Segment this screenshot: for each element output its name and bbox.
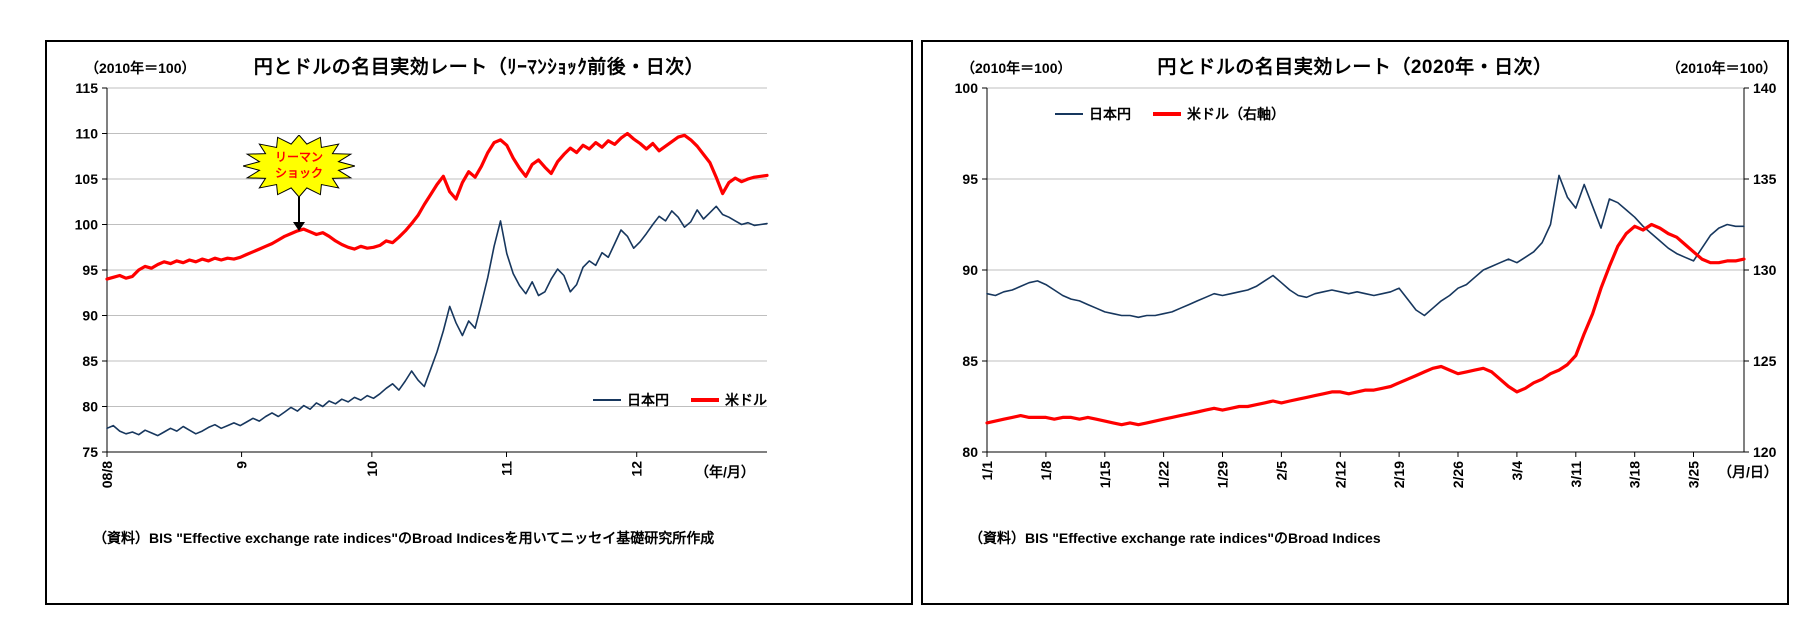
y-tick-label: 80 bbox=[82, 399, 98, 415]
x-tick-label: 08/8 bbox=[99, 461, 115, 488]
legend-item-usd-2020: 米ドル（右軸） bbox=[1153, 104, 1285, 124]
jpy-line-swatch-icon bbox=[593, 399, 621, 401]
x-tick-label: 1/1 bbox=[979, 461, 995, 481]
x-tick-label: 1/22 bbox=[1156, 461, 1172, 488]
annotation-arrow-head-icon bbox=[293, 222, 305, 231]
y2-tick-label: 120 bbox=[1753, 444, 1777, 460]
x-tick-label: 3/18 bbox=[1627, 461, 1643, 488]
lehman-chart-panel: （2010年＝100） 円とドルの名目実効レート（ﾘｰﾏﾝｼｮｯｸ前後・日次） … bbox=[45, 40, 913, 605]
legend-item-jpy-2020: 日本円 bbox=[1055, 104, 1131, 124]
y-tick-label: 115 bbox=[75, 80, 98, 96]
lehman-chart-plot: 75 80 85 90 95 100 105 110 115 08/8 9 10 11 12 bbox=[75, 80, 769, 488]
starburst-shape-icon bbox=[243, 135, 355, 197]
lehman-shock-label: リーマン ショック bbox=[243, 135, 355, 197]
x-axis-unit-label: （年/月） bbox=[695, 464, 755, 480]
chart-title-lehman: 円とドルの名目実効レート（ﾘｰﾏﾝｼｮｯｸ前後・日次） bbox=[253, 57, 705, 78]
x-tick-label: 2/5 bbox=[1273, 461, 1289, 481]
x-tick-label: 3/4 bbox=[1509, 461, 1525, 481]
lehman-shock-label-line2: ショック bbox=[274, 166, 323, 180]
y-tick-label: 105 bbox=[75, 171, 99, 187]
jpy-line-swatch-icon bbox=[1055, 113, 1083, 115]
y-axis-unit-label: （2010年＝100） bbox=[85, 60, 196, 76]
y2-tick-label: 135 bbox=[1753, 171, 1777, 187]
y-tick-label: 85 bbox=[82, 353, 98, 369]
y-tick-label: 90 bbox=[962, 262, 978, 278]
y-tick-label: 80 bbox=[962, 444, 978, 460]
chart-2020-panel: （2010年＝100） 円とドルの名目実効レート（2020年・日次） （2010… bbox=[921, 40, 1789, 605]
x-tick-label: 3/11 bbox=[1568, 461, 1584, 488]
chart-title-2020: 円とドルの名目実効レート（2020年・日次） bbox=[1157, 57, 1553, 78]
legend-item-usd: 米ドル bbox=[691, 390, 767, 410]
legend-item-jpy: 日本円 bbox=[593, 390, 669, 410]
x-tick-label: 9 bbox=[234, 461, 250, 469]
source-note-2020: （資料）BIS "Effective exchange rate indices… bbox=[969, 530, 1381, 546]
usd-legend-label-2020: 米ドル（右軸） bbox=[1187, 106, 1285, 122]
lehman-shock-label-line1: リーマン bbox=[274, 150, 323, 165]
y-tick-label: 95 bbox=[962, 171, 978, 187]
x-tick-label: 2/26 bbox=[1450, 461, 1466, 488]
annotation-arrow-shaft bbox=[298, 197, 300, 222]
x-tick-label: 11 bbox=[498, 461, 514, 476]
x-axis-unit-label-2020: （月/日） bbox=[1718, 464, 1778, 480]
chart-2020-plot: 80 85 90 95 100 120 125 130 135 140 1/1 1/8 1/15 1/22… bbox=[955, 80, 1777, 488]
x-tick-label: 12 bbox=[629, 461, 645, 477]
usd-line-swatch-icon bbox=[691, 398, 719, 402]
y-tick-label: 75 bbox=[82, 444, 98, 460]
x-tick-label: 3/25 bbox=[1686, 461, 1702, 488]
series-line-米ドル（右軸） bbox=[985, 222, 1746, 427]
x-tick-label: 1/29 bbox=[1215, 461, 1231, 488]
y-tick-label: 100 bbox=[75, 217, 99, 233]
y-tick-label: 85 bbox=[962, 353, 978, 369]
source-note-lehman: （資料）BIS "Effective exchange rate indices… bbox=[93, 530, 715, 546]
series-line-米ドル bbox=[105, 131, 769, 281]
lehman-shock-callout: リーマン ショック bbox=[243, 135, 355, 197]
x-tick-label: 1/8 bbox=[1038, 461, 1054, 481]
y-axis-right-unit-label: （2010年＝100） bbox=[1666, 60, 1777, 76]
jpy-legend-label: 日本円 bbox=[627, 392, 669, 408]
series-line-日本円 bbox=[106, 205, 768, 437]
y-tick-label: 90 bbox=[82, 308, 98, 324]
y-tick-label: 100 bbox=[955, 80, 979, 96]
y2-tick-label: 125 bbox=[1753, 353, 1777, 369]
x-tick-label: 2/12 bbox=[1332, 461, 1348, 488]
y-tick-label: 95 bbox=[82, 262, 98, 278]
usd-line-swatch-icon bbox=[1153, 112, 1181, 116]
y2-tick-label: 130 bbox=[1753, 262, 1777, 278]
series-line-日本円 bbox=[986, 174, 1745, 319]
jpy-legend-label-2020: 日本円 bbox=[1089, 106, 1131, 122]
x-tick-label: 2/19 bbox=[1391, 461, 1407, 488]
y2-tick-label: 140 bbox=[1753, 80, 1777, 96]
y-tick-label: 110 bbox=[75, 126, 98, 142]
x-tick-label: 10 bbox=[364, 461, 380, 477]
y-axis-left-unit-label: （2010年＝100） bbox=[961, 60, 1072, 76]
legend-2020: 日本円 米ドル（右軸） bbox=[1055, 104, 1285, 124]
usd-legend-label: 米ドル bbox=[725, 392, 767, 408]
x-tick-label: 1/15 bbox=[1097, 461, 1113, 488]
legend-lehman: 日本円 米ドル bbox=[593, 390, 767, 410]
